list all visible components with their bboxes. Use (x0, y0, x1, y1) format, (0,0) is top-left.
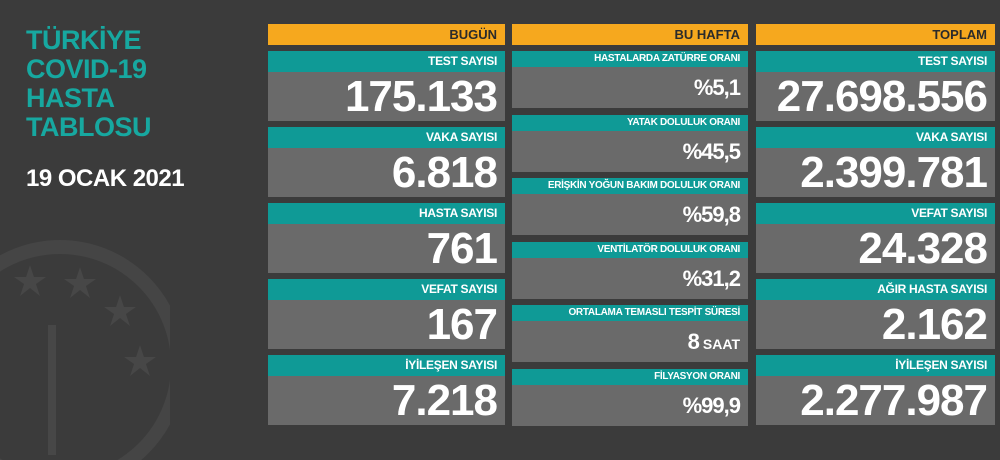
value-text: %99,9 (682, 392, 741, 418)
item-label: VEFAT SAYISI (268, 279, 505, 300)
column-header: BUGÜN (268, 24, 505, 45)
item-label: ORTALAMA TEMASLI TESPİT SÜRESİ (512, 305, 748, 321)
item-value: %59,8 (512, 194, 748, 235)
item-value: 2.162 (756, 300, 995, 349)
value-text: 167 (426, 300, 498, 349)
value-text: %31,2 (682, 265, 741, 291)
column-header: BU HAFTA (512, 24, 748, 45)
item-label: VAKA SAYISI (756, 127, 995, 148)
item-label: TEST SAYISI (268, 51, 505, 72)
item-value: 8 SAAT (512, 321, 748, 362)
item-label: VAKA SAYISI (268, 127, 505, 148)
value-text: %5,1 (693, 75, 741, 100)
title-line: TABLOSU (26, 112, 152, 142)
item-label: YATAK DOLULUK ORANI (512, 114, 748, 131)
item-value: %45,5 (512, 130, 748, 172)
item-value: %31,2 (512, 257, 748, 299)
value-text: 2.399.781 (800, 148, 988, 197)
value-text: 2.162 (881, 300, 988, 349)
date: 19 OCAK 2021 (26, 165, 185, 192)
value-text: 2.277.987 (800, 376, 988, 425)
item-label: İYİLEŞEN SAYISI (268, 355, 505, 376)
value-text: %59,8 (682, 202, 741, 227)
item-label: HASTA SAYISI (268, 203, 505, 224)
title-line: TÜRKİYE (26, 25, 142, 55)
value-text: 7.218 (391, 376, 498, 425)
item-label: FİLYASYON ORANI (512, 368, 748, 385)
item-label: VENTİLATÖR DOLULUK ORANI (512, 241, 748, 258)
item-label: VEFAT SAYISI (756, 203, 995, 224)
item-label: HASTALARDA ZATÜRRE ORANI (512, 51, 748, 67)
item-value: %5,1 (512, 67, 748, 108)
value-text: 24.328 (858, 224, 988, 273)
item-label: TEST SAYISI (756, 51, 995, 72)
value-text: 27.698.556 (776, 72, 988, 121)
emblem (0, 240, 170, 460)
title-line: HASTA (26, 83, 115, 113)
item-value: 6.818 (268, 148, 505, 197)
item-value: 7.218 (268, 376, 505, 425)
item-value: 2.399.781 (756, 148, 995, 197)
value-text: 761 (426, 224, 498, 273)
item-value: 24.328 (756, 224, 995, 273)
item-value: 2.277.987 (756, 376, 995, 425)
item-value: %99,9 (512, 384, 748, 426)
item-value: 167 (268, 300, 505, 349)
value-text: %45,5 (682, 138, 741, 164)
value-text: 6.818 (391, 148, 498, 197)
title-line: COVID-19 (26, 54, 147, 84)
item-label: ERİŞKİN YOĞUN BAKIM DOLULUK ORANI (512, 178, 748, 194)
item-value: 761 (268, 224, 505, 273)
item-value: 175.133 (268, 72, 505, 121)
value-text: 175.133 (344, 72, 498, 121)
item-label: İYİLEŞEN SAYISI (756, 355, 995, 376)
item-value: 27.698.556 (756, 72, 995, 121)
value-unit: SAAT (702, 336, 740, 352)
column-header: TOPLAM (756, 24, 995, 45)
item-label: AĞIR HASTA SAYISI (756, 279, 995, 300)
value-text: 8 (687, 329, 700, 354)
